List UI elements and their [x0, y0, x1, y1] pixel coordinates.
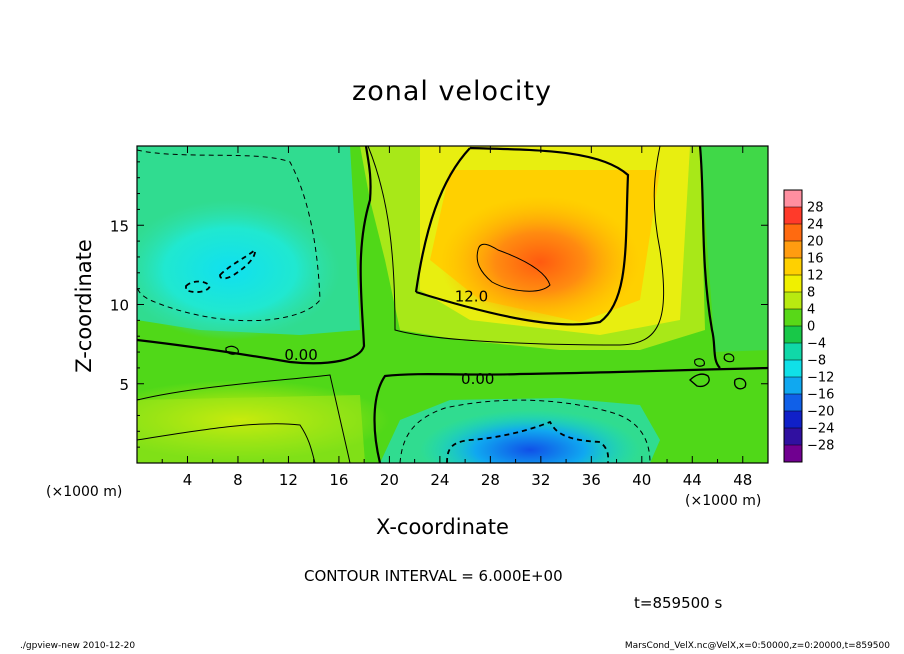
x-tick-label: 12 — [279, 471, 298, 489]
colorbar-swatch — [784, 275, 802, 293]
y-tick-label: 5 — [119, 376, 129, 394]
colorbar-swatch — [784, 224, 802, 242]
colorbar: 28 24 20 16 12 8 4 0 −4 −8 −12 −16 −20 −24 −28 — [783, 189, 834, 463]
x-tick-label: 32 — [531, 471, 550, 489]
colorbar-label: −20 — [807, 405, 834, 420]
x-tick-label: 40 — [632, 471, 651, 489]
colorbar-label: 12 — [807, 269, 824, 284]
colorbar-label: 28 — [807, 201, 824, 216]
colorbar-swatch — [784, 207, 802, 225]
colorbar-label: 4 — [807, 303, 815, 318]
y-tick-label: 15 — [110, 217, 129, 235]
colorbar-swatch — [784, 360, 802, 378]
colorbar-swatch — [784, 292, 802, 310]
contour-lines — [137, 146, 768, 463]
colorbar-swatch — [784, 326, 802, 344]
colorbar-swatch — [784, 190, 802, 208]
colorbar-swatch — [784, 241, 802, 259]
x-tick-label: 48 — [733, 471, 752, 489]
x-tick-label: 24 — [430, 471, 449, 489]
colorbar-swatch — [784, 343, 802, 361]
colorbar-label: −12 — [807, 371, 834, 386]
contour-interval: CONTOUR INTERVAL = 6.000E+00 — [304, 567, 563, 585]
x-axis-label: X-coordinate — [376, 515, 509, 539]
contour-label: 0.00 — [461, 370, 494, 388]
footer-right: MarsCond_VelX.nc@VelX,x=0:50000,z=0:2000… — [624, 641, 890, 651]
colorbar-label: −4 — [807, 337, 826, 352]
x-tick-label: 36 — [582, 471, 601, 489]
colorbar-label: 0 — [807, 320, 815, 335]
colorbar-swatch — [784, 309, 802, 327]
x-axis-ticks: 4 8 12 16 20 24 28 32 36 40 44 48 — [161, 146, 752, 489]
colorbar-label: −8 — [807, 354, 826, 369]
colorbar-label: −28 — [807, 439, 834, 454]
colorbar-label: 20 — [807, 235, 824, 250]
y-axis-unit: (×1000 m) — [46, 484, 123, 500]
colorbar-swatch — [784, 258, 802, 276]
colorbar-label: 24 — [807, 218, 824, 233]
x-tick-label: 20 — [380, 471, 399, 489]
colorbar-swatch — [784, 411, 802, 429]
color-field — [137, 146, 768, 463]
y-tick-label: 10 — [110, 297, 129, 315]
x-tick-label: 8 — [233, 471, 243, 489]
contour-label: 12.0 — [455, 287, 488, 305]
contour-labels: 12.0 0.00 0.00 — [284, 287, 494, 387]
x-tick-label: 16 — [329, 471, 348, 489]
footer-left: ./gpview-new 2010-12-20 — [20, 641, 136, 651]
colorbar-swatch — [784, 394, 802, 412]
time-label: t=859500 s — [634, 594, 723, 612]
x-tick-label: 28 — [481, 471, 500, 489]
x-axis-unit: (×1000 m) — [685, 493, 762, 509]
colorbar-label: 8 — [807, 286, 815, 301]
colorbar-label: −16 — [807, 388, 834, 403]
y-axis-label: Z-coordinate — [72, 239, 96, 373]
chart-title: zonal velocity — [352, 76, 552, 107]
colorbar-swatch — [784, 428, 802, 446]
colorbar-swatch — [784, 377, 802, 395]
x-tick-label: 4 — [183, 471, 193, 489]
colorbar-swatch — [784, 445, 802, 463]
colorbar-label: −24 — [807, 422, 834, 437]
contour-label: 0.00 — [284, 346, 317, 364]
x-tick-label: 44 — [683, 471, 702, 489]
colorbar-label: 16 — [807, 252, 824, 267]
y-axis-ticks: 5 10 15 — [110, 161, 768, 448]
